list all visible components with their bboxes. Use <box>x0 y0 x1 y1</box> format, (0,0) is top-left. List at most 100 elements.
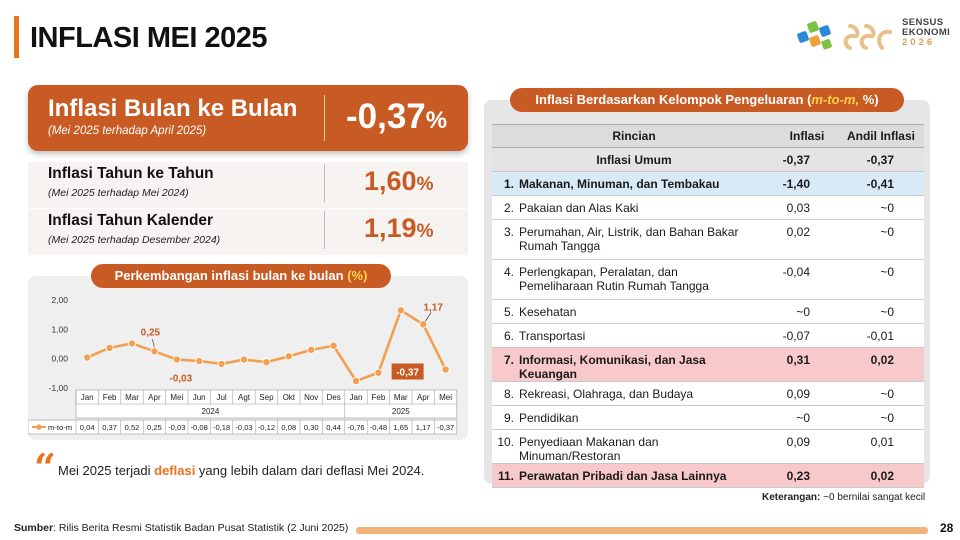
data-value-label: -0,48 <box>370 423 387 432</box>
table-row: 6. Transportasi -0,07 -0,01 <box>492 323 924 348</box>
inflasi-value: 0,09 <box>776 429 838 464</box>
inflasi-value: 0,02 <box>776 219 838 260</box>
row-label-cell: 4. Perlengkapan, Peralatan, dan Pemelihar… <box>492 259 776 300</box>
row-label-cell: 1. Makanan, Minuman, dan Tembakau <box>492 171 776 196</box>
ytd-inflation-card: Inflasi Tahun Kalender (Mei 2025 terhada… <box>28 209 468 255</box>
inflasi-value: ~0 <box>776 405 838 430</box>
row-number: 5. <box>503 305 514 319</box>
table-row: 5. Kesehatan ~0 ~0 <box>492 299 924 324</box>
data-value-label: 1,17 <box>416 423 431 432</box>
inflasi-value: ~0 <box>776 299 838 324</box>
data-point <box>396 306 405 315</box>
data-value-label: 0,04 <box>80 423 95 432</box>
data-value-label: -0,03 <box>168 423 185 432</box>
data-point <box>329 341 338 350</box>
inflasi-value: 0,03 <box>776 195 838 220</box>
andil-value: 0,02 <box>838 463 924 488</box>
row-number: 11. <box>497 469 514 483</box>
data-point <box>239 355 248 364</box>
data-point <box>128 339 137 348</box>
andil-value: -0,01 <box>838 323 924 348</box>
data-point <box>105 343 114 352</box>
andil-value: ~0 <box>838 405 924 430</box>
x-tick-label: Jan <box>350 393 363 402</box>
header-rincian: Rincian <box>492 124 776 148</box>
chart-title: Perkembangan inflasi bulan ke bulan (%) <box>91 264 391 288</box>
data-value-label: -0,37 <box>437 423 454 432</box>
annotation-label: -0,37 <box>396 368 419 379</box>
data-value-label: 0,37 <box>102 423 117 432</box>
row-label-cell: Inflasi Umum <box>492 147 776 172</box>
row-label: Informasi, Komunikasi, dan Jasa Keuangan <box>519 353 706 381</box>
inflasi-value: 0,09 <box>776 381 838 406</box>
row-label-cell: 7. Informasi, Komunikasi, dan Jasa Keuang… <box>492 347 776 382</box>
row-label: Inflasi Umum <box>596 153 672 167</box>
row-label: Pendidikan <box>519 411 579 425</box>
logo-text: SENSUS EKONOMI 2026 <box>902 17 951 48</box>
data-point <box>172 355 181 364</box>
inflasi-value: -1,40 <box>776 171 838 196</box>
source-text: Sumber: Rilis Berita Resmi Statistik Bad… <box>14 522 349 534</box>
andil-value: ~0 <box>838 381 924 406</box>
data-value-label: 0,52 <box>125 423 140 432</box>
inflasi-value: -0,04 <box>776 259 838 300</box>
mom-line-chart: 2,00 1,00 0,00 -1,00 0,25 -0,03 1,17 -0,37 Jan 0,… <box>28 295 458 435</box>
x-tick-label: Apr <box>417 393 430 402</box>
x-tick-label: Jul <box>216 393 226 402</box>
table-row: 3. Perumahan, Air, Listrik, dan Bahan Bak… <box>492 219 924 260</box>
andil-value: -0,41 <box>838 171 924 196</box>
yoy-inflation-card: Inflasi Tahun ke Tahun (Mei 2025 terhada… <box>28 162 468 208</box>
row-label-cell: 5. Kesehatan <box>492 299 776 324</box>
andil-value: ~0 <box>838 299 924 324</box>
data-point <box>374 368 383 377</box>
row-label: Perawatan Pribadi dan Jasa Lainnya <box>519 469 727 483</box>
inflasi-value: -0,37 <box>776 147 838 172</box>
data-value-label: -0,76 <box>347 423 364 432</box>
footer-bar <box>356 527 928 534</box>
table-header-row: Rincian Inflasi Andil Inflasi <box>492 124 924 148</box>
table-row: 10. Penyediaan Makanan dan Minuman/Restor… <box>492 429 924 464</box>
x-tick-label: Mar <box>394 393 408 402</box>
table-row: 2. Pakaian dan Alas Kaki 0,03 ~0 <box>492 195 924 220</box>
x-tick-label: Feb <box>103 393 117 402</box>
ytd-value: 1,19% <box>364 213 434 243</box>
row-label-cell: 10. Penyediaan Makanan dan Minuman/Restor… <box>492 429 776 464</box>
andil-value: ~0 <box>838 259 924 300</box>
inflasi-value: 0,23 <box>776 463 838 488</box>
x-tick-label: Mar <box>125 393 139 402</box>
row-number: 1. <box>503 177 514 191</box>
row-label-cell: 3. Perumahan, Air, Listrik, dan Bahan Bak… <box>492 219 776 260</box>
table-row: 9. Pendidikan ~0 ~0 <box>492 405 924 430</box>
data-point <box>351 376 360 385</box>
y-tick-label: 0,00 <box>51 354 68 364</box>
mom-title: Inflasi Bulan ke Bulan <box>48 95 298 122</box>
row-number: 9. <box>503 411 514 425</box>
mom-value: -0,37% <box>346 97 448 136</box>
table-title: Inflasi Berdasarkan Kelompok Pengeluaran… <box>510 88 904 112</box>
table-row: 1. Makanan, Minuman, dan Tembakau -1,40 -0,… <box>492 171 924 196</box>
yoy-title: Inflasi Tahun ke Tahun <box>48 165 214 182</box>
data-point <box>284 352 293 361</box>
inflasi-value: 0,31 <box>776 347 838 382</box>
page-number: 28 <box>940 521 954 535</box>
andil-value: 0,02 <box>838 347 924 382</box>
values-table-bg <box>28 419 458 435</box>
x-tick-label: Des <box>326 393 340 402</box>
row-label: Penyediaan Makanan dan Minuman/Restoran <box>519 435 659 463</box>
row-number: 4. <box>503 265 514 279</box>
yoy-value: 1,60% <box>364 166 434 196</box>
row-label-cell: 11. Perawatan Pribadi dan Jasa Lainnya <box>492 463 776 488</box>
data-point <box>150 347 159 356</box>
inflasi-value: -0,07 <box>776 323 838 348</box>
table-row: 7. Informasi, Komunikasi, dan Jasa Keuang… <box>492 347 924 382</box>
data-value-label: 0,08 <box>281 423 296 432</box>
quote-icon: “ <box>34 445 56 490</box>
y-tick-label: 2,00 <box>51 295 68 305</box>
data-value-label: -0,12 <box>258 423 275 432</box>
mom-subtitle: (Mei 2025 terhadap April 2025) <box>48 125 207 137</box>
row-label: Pakaian dan Alas Kaki <box>519 201 639 215</box>
annotation-leader <box>424 312 432 322</box>
row-label: Perlengkapan, Peralatan, dan Pemeliharaa… <box>519 265 709 293</box>
expenditure-group-table: Rincian Inflasi Andil Inflasi Inflasi Um… <box>492 124 924 488</box>
row-label-cell: 9. Pendidikan <box>492 405 776 430</box>
